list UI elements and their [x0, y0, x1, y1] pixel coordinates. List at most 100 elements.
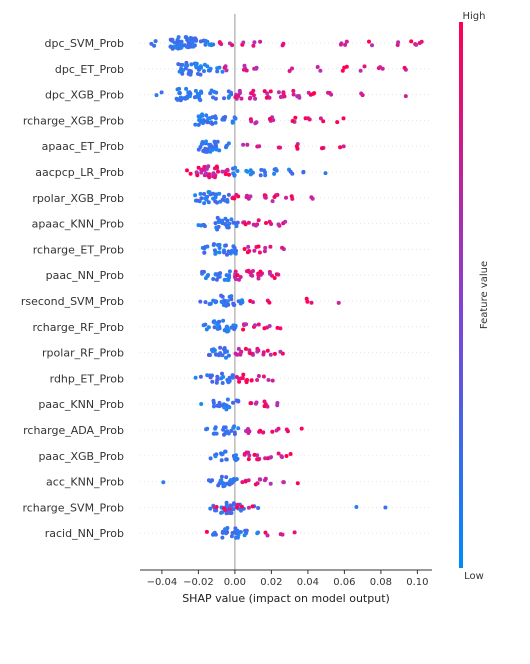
shap-dot-low — [212, 248, 217, 253]
shap-dot-high — [258, 428, 263, 433]
shap-dot-high — [370, 43, 374, 48]
shap-dot-high — [340, 68, 345, 73]
row-gridlines — [140, 42, 432, 534]
x-tick-label: 0.02 — [260, 577, 282, 588]
shap-dot-low — [213, 454, 218, 459]
shap-dot-high — [267, 117, 272, 121]
shap-dot-low — [219, 458, 224, 463]
shap-dot-high — [222, 65, 227, 70]
shap-dot-low — [202, 250, 207, 255]
shap-dot-low — [229, 294, 234, 299]
feature-label: apaac_KNN_Prob — [32, 218, 124, 231]
shap-dot-low — [224, 407, 229, 412]
shap-dot-high — [223, 508, 228, 513]
shap-dot-high — [256, 276, 261, 281]
shap-dot-low — [231, 507, 236, 512]
shap-dot-low — [222, 328, 227, 333]
shap-dot-high — [242, 247, 247, 251]
shap-dot-high — [262, 399, 267, 404]
shap-dot-low — [202, 192, 207, 196]
shap-dot-high — [204, 171, 208, 176]
shap-dot-high — [202, 167, 207, 172]
shap-dot-high — [263, 245, 268, 250]
shap-dot-low — [182, 43, 187, 48]
shap-dot-low — [193, 36, 198, 41]
shap-dot-high — [290, 119, 295, 123]
shap-dot-high — [417, 41, 422, 45]
shap-dot-high — [185, 168, 189, 173]
shap-dot-low — [215, 374, 220, 379]
shap-dot-low — [208, 456, 213, 461]
shap-dot-high — [245, 250, 250, 255]
shap-dot-high — [272, 351, 277, 356]
shap-dot-low — [217, 148, 222, 153]
shap-dot-low — [161, 480, 166, 485]
shap-dot-high — [268, 89, 273, 94]
shap-dot-high — [239, 376, 244, 381]
shap-dot-high — [252, 248, 257, 253]
shap-dot-high — [255, 349, 260, 354]
shap-dot-low — [196, 67, 201, 72]
shap-dot-low — [263, 170, 267, 175]
shap-dot-high — [305, 299, 310, 304]
shap-dot-high — [227, 172, 231, 177]
shap-dot-high — [270, 199, 275, 204]
colorbar — [459, 22, 463, 568]
shap-dot-low — [218, 345, 223, 350]
shap-dot-high — [216, 169, 220, 174]
shap-dot-high — [194, 170, 199, 175]
shap-dot-low — [354, 505, 359, 509]
shap-dot-low — [220, 371, 224, 376]
shap-dot-low — [203, 300, 208, 305]
shap-dot-high — [246, 244, 251, 249]
shap-dot-high — [315, 65, 320, 69]
shap-dot-low — [183, 66, 188, 71]
shap-dot-low — [230, 373, 235, 378]
shap-dot-low — [215, 227, 220, 232]
shap-dot-high — [263, 530, 268, 535]
shap-dot-high — [245, 269, 249, 274]
shap-dot-low — [203, 42, 208, 47]
shap-dot-high — [243, 479, 248, 484]
shap-dot-low — [183, 35, 188, 40]
shap-dot-low — [225, 218, 230, 223]
shap-dot-high — [247, 429, 252, 434]
shap-dot-high — [227, 507, 232, 512]
shap-dot-low — [213, 425, 218, 430]
shap-dot-high — [237, 379, 242, 384]
shap-dot-low — [236, 299, 241, 304]
shap-dot-low — [176, 35, 181, 40]
shap-dot-low — [239, 508, 243, 513]
shap-dot-low — [193, 88, 198, 93]
shap-dot-low — [159, 90, 164, 95]
feature-label: rdhp_ET_Prob — [50, 372, 124, 385]
shap-dot-high — [280, 532, 285, 537]
shap-dot-high — [281, 90, 286, 95]
shap-dot-low — [206, 325, 211, 330]
shap-dot-low — [231, 425, 236, 430]
shap-dot-low — [225, 197, 230, 202]
shap-dot-high — [267, 300, 272, 305]
shap-dot-low — [258, 173, 263, 178]
shap-dot-low — [225, 325, 230, 330]
shap-dot-high — [311, 91, 316, 96]
feature-label: rcharge_XGB_Prob — [23, 114, 124, 127]
x-tick-label: 0.08 — [370, 577, 392, 588]
shap-dot-high — [320, 146, 324, 151]
shap-dot-high — [326, 90, 330, 95]
shap-dot-low — [273, 167, 278, 171]
shap-dot-high — [253, 401, 258, 406]
shap-dot-low — [244, 528, 249, 533]
shap-dot-low — [211, 431, 216, 436]
shap-dot-high — [234, 192, 239, 197]
shap-dot-low — [178, 62, 183, 67]
shap-dot-low — [234, 531, 239, 536]
shap-dot-low — [226, 328, 231, 333]
shap-dot-low — [215, 200, 219, 205]
shap-dot-low — [207, 42, 212, 47]
feature-label: rcharge_ADA_Prob — [23, 424, 124, 437]
feature-label: paac_KNN_Prob — [38, 398, 124, 411]
shap-dot-low — [234, 398, 239, 403]
shap-dot-high — [414, 42, 419, 47]
shap-dot-low — [224, 144, 229, 149]
